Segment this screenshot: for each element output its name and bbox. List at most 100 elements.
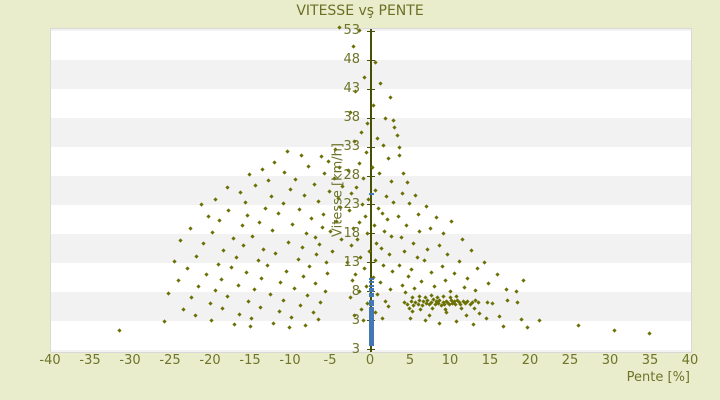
data-point-vitesse-points bbox=[576, 323, 581, 328]
data-point-vitesse-points bbox=[418, 307, 423, 313]
data-point-vitesse-points bbox=[519, 317, 524, 322]
data-point-vitesse-points bbox=[312, 181, 317, 187]
data-point-vitesse-points bbox=[396, 153, 402, 158]
data-point-vitesse-points bbox=[429, 270, 434, 275]
data-point-vitesse-points bbox=[297, 207, 302, 212]
data-point-vitesse-points bbox=[408, 315, 413, 321]
data-point-vitesse-points bbox=[445, 252, 450, 257]
data-point-vitesse-points bbox=[381, 263, 386, 268]
data-point-vitesse-points bbox=[436, 321, 442, 326]
data-point-vitesse-points bbox=[117, 328, 122, 333]
data-point-vitesse-points bbox=[224, 185, 230, 190]
data-point-vitesse-points bbox=[246, 299, 251, 304]
x-tick-label: 30 bbox=[601, 353, 619, 368]
data-point-vitesse-points bbox=[390, 269, 395, 274]
data-point-zero-pente-dashes bbox=[368, 277, 374, 280]
data-point-vitesse-points bbox=[277, 309, 282, 314]
data-point-vitesse-points bbox=[399, 235, 404, 240]
data-point-vitesse-points bbox=[284, 268, 289, 274]
y-tick-label: 13 bbox=[343, 254, 360, 270]
data-point-vitesse-points bbox=[486, 281, 491, 286]
data-point-vitesse-points bbox=[354, 185, 359, 190]
data-point-zero-pente-dashes bbox=[368, 299, 374, 302]
data-point-vitesse-points bbox=[265, 263, 270, 268]
data-point-vitesse-points bbox=[271, 321, 276, 326]
plot-area: 53 48 43 38 33 28 23 18 13 8 3 3 bbox=[50, 24, 692, 356]
data-point-vitesse-points bbox=[386, 156, 391, 161]
data-point-vitesse-points bbox=[204, 272, 209, 277]
data-point-vitesse-points bbox=[220, 306, 225, 311]
data-point-zero-pente-dashes bbox=[368, 284, 374, 287]
data-point-vitesse-points bbox=[199, 202, 204, 208]
data-point-zero-pente-dashes bbox=[368, 329, 374, 332]
data-point-vitesse-points bbox=[363, 214, 368, 219]
data-point-vitesse-points bbox=[425, 246, 430, 252]
data-point-vitesse-points bbox=[464, 313, 469, 318]
x-tick-label: -30 bbox=[119, 353, 141, 368]
data-point-vitesse-points bbox=[263, 206, 268, 211]
data-point-vitesse-points bbox=[469, 248, 474, 253]
data-point-vitesse-points bbox=[396, 214, 401, 219]
data-point-vitesse-points bbox=[282, 170, 287, 175]
data-point-vitesse-points bbox=[472, 306, 477, 311]
data-point-vitesse-points bbox=[504, 297, 510, 303]
data-point-vitesse-points bbox=[231, 236, 236, 241]
data-point-zero-pente-dashes bbox=[368, 315, 374, 318]
data-point-vitesse-points bbox=[378, 81, 383, 86]
y-tick-label: 43 bbox=[343, 81, 360, 97]
data-point-vitesse-points bbox=[501, 324, 506, 329]
x-tick-label: 15 bbox=[481, 353, 499, 368]
data-point-vitesse-points bbox=[359, 307, 364, 312]
data-point-vitesse-points bbox=[261, 246, 266, 252]
data-point-vitesse-points bbox=[325, 271, 330, 276]
data-point-vitesse-points bbox=[296, 257, 301, 262]
data-point-vitesse-points bbox=[299, 153, 304, 158]
y-tick-label: 18 bbox=[343, 225, 360, 241]
data-point-vitesse-points bbox=[459, 306, 464, 311]
y-tick-label: 38 bbox=[343, 110, 360, 125]
data-point-vitesse-points bbox=[384, 194, 389, 199]
data-point-zero-pente-dashes bbox=[368, 306, 374, 309]
data-point-vitesse-points bbox=[416, 212, 421, 217]
data-point-vitesse-points bbox=[441, 231, 446, 237]
data-point-vitesse-points bbox=[250, 234, 255, 239]
data-point-zero-pente-dashes bbox=[368, 326, 374, 329]
data-point-vitesse-points bbox=[193, 313, 198, 318]
x-tick-label: 35 bbox=[641, 353, 659, 368]
data-point-vitesse-points bbox=[373, 310, 378, 315]
data-point-vitesse-points bbox=[647, 331, 652, 336]
data-point-vitesse-points bbox=[257, 220, 262, 225]
data-point-vitesse-points bbox=[303, 323, 308, 328]
data-point-vitesse-points bbox=[388, 234, 394, 240]
data-point-vitesse-points bbox=[305, 293, 310, 298]
data-point-vitesse-points bbox=[400, 282, 405, 288]
data-point-vitesse-points bbox=[234, 255, 239, 260]
data-point-zero-pente-dashes bbox=[368, 331, 374, 334]
x-tick-label: 20 bbox=[521, 353, 539, 368]
data-point-vitesse-points bbox=[406, 274, 411, 280]
data-point-vitesse-points bbox=[317, 242, 322, 247]
data-point-vitesse-points bbox=[219, 277, 224, 282]
data-point-vitesse-points bbox=[388, 286, 393, 292]
data-point-vitesse-points bbox=[228, 265, 234, 270]
data-point-zero-pente-dashes bbox=[368, 312, 374, 315]
data-point-vitesse-points bbox=[484, 316, 489, 321]
data-point-vitesse-points bbox=[359, 130, 364, 135]
data-point-zero-pente-dashes bbox=[368, 335, 374, 338]
data-point-vitesse-points bbox=[196, 284, 201, 289]
data-point-vitesse-points bbox=[270, 228, 275, 233]
data-point-vitesse-points bbox=[388, 95, 393, 100]
data-point-vitesse-points bbox=[387, 252, 392, 257]
data-point-vitesse-points bbox=[401, 171, 406, 176]
data-point-zero-pente-dashes bbox=[368, 304, 374, 307]
data-point-zero-pente-dashes bbox=[368, 290, 374, 293]
data-point-vitesse-points bbox=[385, 217, 390, 222]
data-point-vitesse-points bbox=[178, 238, 183, 244]
data-point-vitesse-points bbox=[525, 325, 530, 331]
data-point-vitesse-points bbox=[237, 311, 242, 317]
y-tick-label: 23 bbox=[343, 196, 360, 212]
data-point-zero-pente-dashes bbox=[368, 314, 374, 317]
data-point-vitesse-points bbox=[443, 278, 448, 283]
axis-tick bbox=[367, 204, 375, 206]
data-point-vitesse-points bbox=[386, 304, 391, 309]
